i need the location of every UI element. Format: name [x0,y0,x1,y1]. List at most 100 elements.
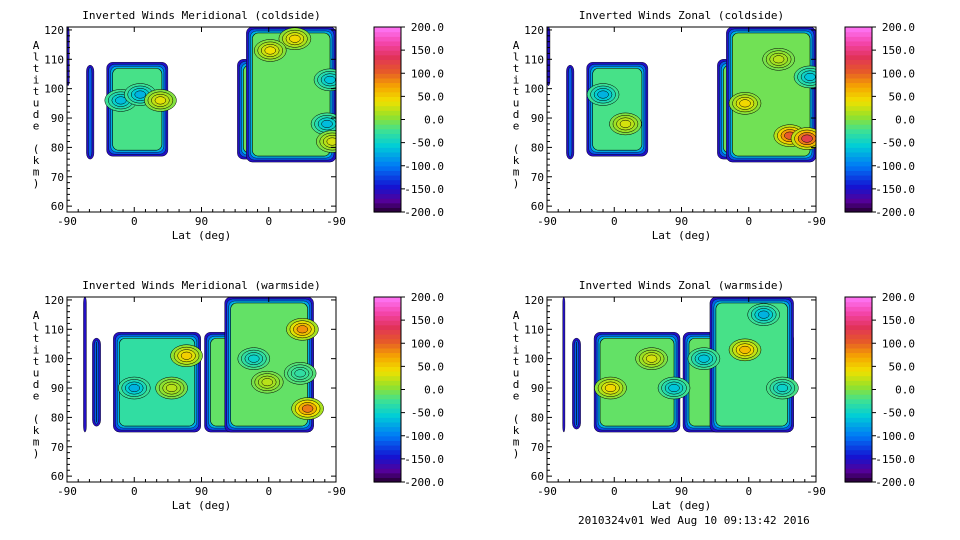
data-region [709,297,794,433]
colorbar-band [845,310,872,317]
colorbar-band [374,54,401,60]
timestamp-stamp: 2010324v01 Wed Aug 10 09:13:42 2016 [578,514,810,527]
contour-hotspot [155,376,188,400]
x-axis-label: Lat (deg) [652,229,712,242]
colorbar: 200.0 150.0 100.0 50.0 0.0 -50.0 -100.0 -150.0 -… [373,21,444,219]
colorbar-band [374,147,401,153]
colorbar-tick-label: 0.0 [895,114,915,127]
colorbar-band [845,398,872,404]
contour-hotspot [286,318,319,341]
colorbar-band [845,357,872,363]
colorbar-tick-label: -100.0 [404,430,444,443]
colorbar-band [374,417,401,423]
colorbar-band [374,73,401,79]
plot-area [67,27,336,163]
colorbar-band [845,165,872,171]
colorbar-band [845,334,872,340]
y-tick-label: 80 [531,141,544,154]
colorbar-tick-label: -50.0 [882,407,915,420]
colorbar-band [845,105,872,111]
contour-hotspot [635,347,668,370]
y-tick-label: 60 [531,470,544,483]
plot-area [83,297,324,433]
x-tick-label: 0 [131,215,138,228]
colorbar-tick-label: 50.0 [418,360,445,373]
colorbar-band [845,96,872,102]
data-region [224,297,314,433]
colorbar-band [845,421,872,428]
y-tick-label: 70 [531,441,544,454]
colorbar-band [374,124,401,130]
contour-hotspot [283,362,317,385]
chart-title: Inverted Winds Meridional (warmside) [82,279,320,292]
colorbar-band [845,435,872,441]
colorbar-band [374,468,401,474]
colorbar-band [374,394,401,400]
colorbar-band [374,161,401,167]
colorbar-band [374,101,401,107]
colorbar-band [845,77,872,84]
colorbar-band [374,114,401,121]
contour-hotspot [251,370,284,394]
colorbar: 200.0 150.0 100.0 50.0 0.0 -50.0 -100.0 -150.0 -… [844,291,915,489]
colorbar-band [374,435,401,441]
contour-hotspot [609,112,642,136]
colorbar-band [845,133,872,139]
x-tick-label: 0 [745,215,752,228]
y-tick-label: 100 [44,83,64,96]
data-region [106,62,169,157]
colorbar-band [374,179,401,185]
colorbar-band [374,384,401,391]
data-region [562,297,566,433]
y-tick-label: 120 [44,24,64,37]
y-tick-label: 80 [51,141,64,154]
colorbar-band [374,324,401,330]
colorbar-band [374,477,401,483]
colorbar-band [374,315,401,321]
colorbar-tick-label: -150.0 [875,453,915,466]
colorbar-band [845,138,872,144]
colorbar-band [845,40,872,47]
x-tick-label: 0 [265,485,272,498]
colorbar-band [845,151,872,158]
colorbar-band [845,324,872,330]
x-tick-label: -90 [537,485,557,498]
contour-hotspot [313,68,336,92]
colorbar-band [845,440,872,446]
colorbar-band [845,384,872,391]
plot-area [562,297,799,433]
colorbar-band [374,338,401,344]
contour-hotspot [762,48,795,71]
data-region [86,64,95,160]
colorbar-band [845,50,872,56]
colorbar-band [374,188,401,195]
colorbar-band [845,449,872,455]
colorbar-tick-label: 100.0 [411,337,444,350]
y-tick-label: 80 [531,411,544,424]
colorbar-band [374,193,401,199]
colorbar-band [374,310,401,317]
contour-hotspot [594,376,627,400]
colorbar-band [374,371,401,377]
contour-hotspot [144,89,177,112]
colorbar-band [845,128,872,134]
colorbar-band [374,31,401,37]
colorbar-band [845,361,872,367]
y-tick-label: 120 [44,294,64,307]
contour-hotspot [237,347,271,370]
chart-title: Inverted Winds Meridional (coldside) [82,9,320,22]
colorbar-band [845,45,872,51]
colorbar-band [374,207,401,213]
colorbar-band [845,431,872,437]
y-tick-label: 90 [531,382,544,395]
contour-hotspot [728,92,762,115]
colorbar-tick-label: -100.0 [875,430,915,443]
colorbar-band [374,40,401,47]
contour-hotspot [793,65,816,89]
colorbar-band [845,87,872,93]
x-tick-label: 90 [675,485,688,498]
colorbar-tick-label: -100.0 [404,160,444,173]
colorbar-band [845,338,872,344]
chart-panel-3: -90 0 90 0 -90 60 70 80 90 100 110 120 Inverted Wind… [33,279,444,512]
